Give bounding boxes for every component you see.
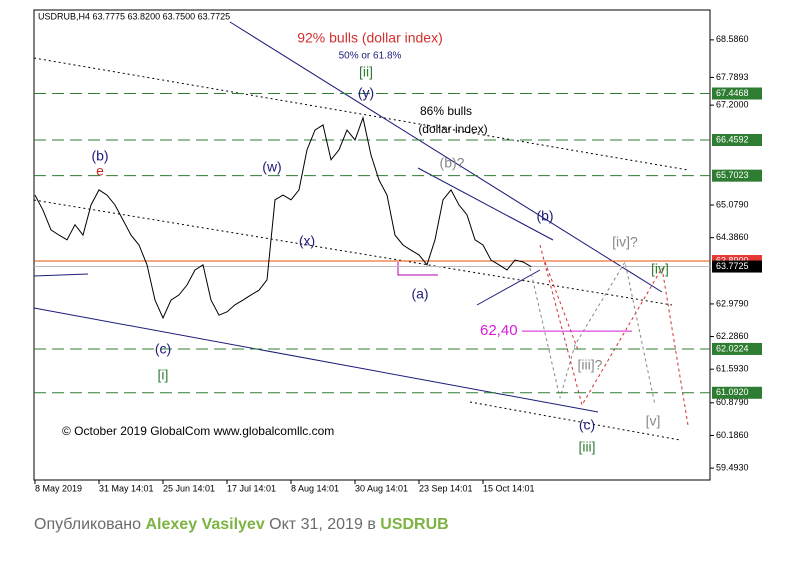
annotation: (b)? <box>440 155 465 171</box>
trend-line <box>417 167 554 241</box>
trend-line <box>33 307 599 413</box>
annotation: (y) <box>358 85 374 101</box>
trend-line <box>476 269 541 306</box>
y-tick-label: 59.4930 <box>716 462 749 472</box>
trend-line <box>33 273 89 277</box>
level-box <box>712 386 762 399</box>
annotation: [iii] <box>578 439 595 455</box>
x-tick-label: 30 Aug 14:01 <box>355 483 408 493</box>
target-label: 62,40 <box>480 322 518 339</box>
y-tick-label: 62.2860 <box>716 331 749 341</box>
level-label: 67.4468 <box>716 88 749 98</box>
annotation: 50% or 61.8% <box>339 51 402 62</box>
marker-line <box>397 262 438 276</box>
annotation: (b) <box>536 208 553 224</box>
annotation: [ii] <box>359 64 373 80</box>
chart: USDRUB,H4 63.7775 63.8200 63.7500 63.772… <box>33 9 762 493</box>
y-tick-label: 60.8790 <box>716 397 749 407</box>
x-tick-label: 31 May 14:01 <box>99 483 154 493</box>
annotation: [v] <box>646 413 661 429</box>
copyright: © October 2019 GlobalCom www.globalcomll… <box>62 424 334 438</box>
x-tick-label: 17 Jul 14:01 <box>227 483 276 493</box>
dotted-channel <box>33 199 673 306</box>
level-label: 62.0224 <box>716 343 749 353</box>
last-price-box <box>712 260 762 273</box>
annotation: [iii]? <box>578 357 603 373</box>
x-tick-label: 15 Oct 14:01 <box>483 483 535 493</box>
annotation: e <box>96 163 104 179</box>
symbol-link[interactable]: USDRUB <box>380 516 449 533</box>
level-box <box>712 134 762 147</box>
x-tick-label: 8 Aug 14:01 <box>291 483 339 493</box>
annotation: (c) <box>155 341 171 357</box>
y-tick-label: 60.1860 <box>716 430 749 440</box>
y-tick-label: 65.0790 <box>716 199 749 209</box>
x-tick-label: 8 May 2019 <box>35 483 82 493</box>
annotation: [iv]? <box>612 234 638 250</box>
resistance-label: 63.8900 <box>716 255 749 265</box>
annotation: (c) <box>579 417 595 433</box>
dotted-channel <box>469 401 681 441</box>
x-tick-label: 23 Sep 14:01 <box>419 483 473 493</box>
level-box <box>712 169 762 182</box>
y-tick-label: 67.7893 <box>716 72 749 82</box>
projection <box>544 261 579 351</box>
level-label: 65.7023 <box>716 170 749 180</box>
plot-frame <box>33 9 711 481</box>
y-tick-label: 61.5930 <box>716 364 749 374</box>
x-tick-label: 25 Jun 14:01 <box>163 483 215 493</box>
y-tick-label: 62.9790 <box>716 298 749 308</box>
annotations: 92% bulls (dollar index) 50% or 61.8% [i… <box>62 30 669 455</box>
footer-text: в <box>367 516 376 533</box>
y-tick-label: 67.2000 <box>716 100 749 110</box>
projection <box>539 244 663 407</box>
y-tick-label: 64.3860 <box>716 232 749 242</box>
annotation: (w) <box>262 159 281 175</box>
trend-lines <box>33 21 710 441</box>
trend-line <box>229 21 663 293</box>
y-tick-label: 68.5860 <box>716 34 749 44</box>
annotation: 86% bulls <box>420 104 472 118</box>
annotation: (dollar index) <box>418 122 487 136</box>
annotation: [iv] <box>651 261 669 277</box>
annotation: (x) <box>299 233 315 249</box>
projection <box>529 260 656 406</box>
level-box <box>712 87 762 100</box>
chart-title: USDRUB,H4 63.7775 63.8200 63.7500 63.772… <box>38 11 230 21</box>
annotation: [i] <box>158 367 169 383</box>
level-box <box>712 342 762 355</box>
footer-date: Окт 31, 2019 <box>269 516 363 533</box>
footer-text: Опубликовано <box>34 516 142 533</box>
projection <box>661 267 689 426</box>
footer: Опубликовано Alexey Vasilyev Окт 31, 201… <box>34 516 449 534</box>
dotted-channel <box>33 57 689 171</box>
price-line <box>34 116 532 320</box>
author-link[interactable]: Alexey Vasilyev <box>145 516 265 533</box>
annotation: 92% bulls (dollar index) <box>297 30 443 46</box>
annotation: (a) <box>411 286 428 302</box>
last-price-label: 63.7725 <box>716 261 749 271</box>
level-label: 61.0920 <box>716 387 749 397</box>
level-label: 66.4592 <box>716 134 749 144</box>
annotation: (b) <box>91 148 108 164</box>
